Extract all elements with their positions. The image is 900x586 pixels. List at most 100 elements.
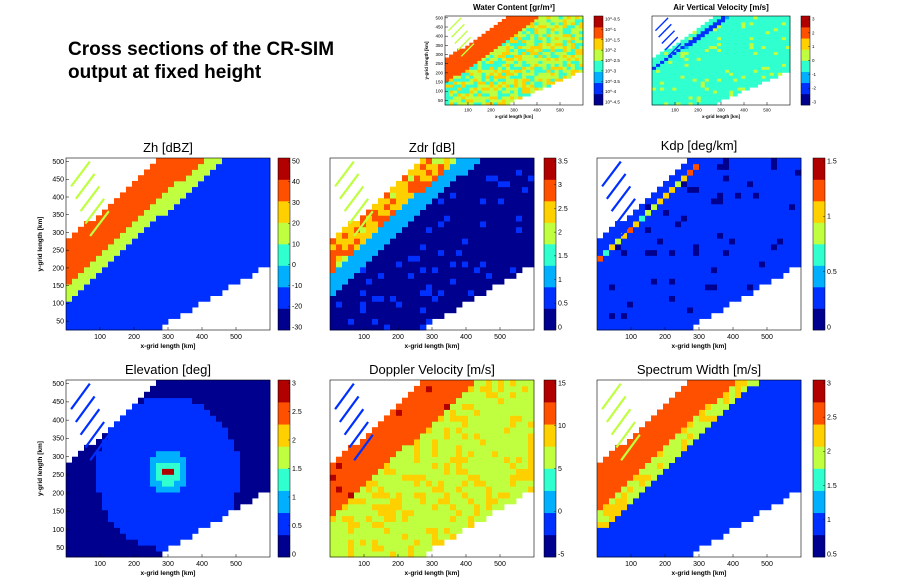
heatmap-cell	[120, 318, 127, 325]
heatmap-cell	[150, 468, 157, 475]
heatmap-cell	[765, 54, 771, 58]
heatmap-cell	[668, 81, 673, 85]
heatmap-cell	[514, 30, 519, 35]
heatmap-cell	[465, 96, 470, 100]
heatmap-cell	[420, 312, 427, 319]
heatmap-cell	[84, 307, 91, 314]
heatmap-cell	[687, 163, 694, 170]
heatmap-cell	[138, 255, 145, 262]
heatmap-cell	[414, 301, 421, 308]
heatmap-cell	[657, 198, 664, 205]
chart-panel-1: Water Content [gr/m³]100 200 300 400 5005010…	[424, 3, 620, 119]
heatmap-cell	[438, 295, 445, 302]
heatmap-cell	[656, 69, 661, 73]
heatmap-cell	[90, 278, 97, 285]
heatmap-cell	[162, 284, 169, 291]
heatmap-cell	[757, 54, 762, 58]
heatmap-cell	[783, 249, 790, 256]
heatmap-cell	[132, 284, 139, 291]
heatmap-cell	[656, 81, 661, 85]
heatmap-cell	[777, 60, 783, 64]
heatmap-cell	[663, 209, 670, 216]
heatmap-cell	[501, 48, 507, 52]
x-tick-label: 500	[761, 334, 773, 341]
heatmap-cell	[504, 244, 511, 251]
heatmap-cell	[348, 307, 355, 314]
heatmap-cell	[480, 163, 487, 170]
heatmap-cell	[725, 93, 730, 97]
heatmap-cell	[192, 232, 199, 239]
heatmap-cell	[741, 21, 746, 26]
colorbar-tick-label: 10	[292, 241, 300, 248]
heatmap-cell	[445, 78, 450, 82]
heatmap-cell	[174, 380, 181, 387]
heatmap-cell	[72, 551, 79, 558]
heatmap-cell	[126, 462, 133, 469]
heatmap-cell	[228, 226, 235, 233]
heatmap-cell	[108, 226, 115, 233]
heatmap-cell	[90, 456, 97, 463]
heatmap-cell	[489, 30, 495, 35]
heatmap-cell	[473, 96, 478, 100]
heatmap-cell	[84, 444, 91, 452]
heatmap-cell	[708, 27, 714, 32]
heatmap-cell	[501, 36, 507, 41]
heatmap-cell	[168, 175, 175, 182]
heatmap-cell	[450, 278, 457, 285]
heatmap-cell	[186, 284, 193, 291]
heatmap-cell	[514, 63, 519, 67]
heatmap-cell	[144, 272, 151, 279]
heatmap-cell	[132, 209, 139, 216]
heatmap-cell	[546, 36, 551, 41]
heatmap-cell	[777, 192, 784, 199]
heatmap-cell	[696, 93, 702, 97]
heatmap-cell	[228, 444, 235, 452]
heatmap-cell	[737, 48, 742, 52]
heatmap-cell	[676, 87, 681, 91]
heatmap-cell	[168, 539, 175, 546]
heatmap-cell	[486, 226, 493, 233]
heatmap-cell	[680, 93, 685, 97]
heatmap-cell	[597, 301, 604, 308]
heatmap-cell	[633, 284, 640, 291]
heatmap-cell	[354, 249, 361, 256]
heatmap-cell	[336, 301, 343, 308]
heatmap-cell	[481, 72, 486, 76]
heatmap-cell	[120, 307, 127, 314]
heatmap-cell	[210, 221, 217, 228]
heatmap-cell	[210, 480, 217, 487]
heatmap-cell	[168, 261, 175, 268]
heatmap-cell	[735, 295, 742, 302]
heatmap-cell	[96, 215, 103, 222]
heatmap-cell	[566, 30, 572, 35]
heatmap-cell	[692, 81, 698, 85]
heatmap-cell	[546, 21, 551, 26]
heatmap-cell	[162, 209, 169, 216]
heatmap-cell	[696, 57, 702, 61]
heatmap-cell	[360, 244, 367, 251]
heatmap-cell	[721, 30, 726, 35]
heatmap-cell	[216, 474, 223, 481]
heatmap-cell	[102, 503, 109, 511]
heatmap-cell	[765, 272, 772, 279]
heatmap-cell	[204, 486, 211, 493]
heatmap-cell	[708, 81, 714, 85]
rainband-streak	[460, 43, 475, 57]
heatmap-cell	[510, 255, 517, 262]
heatmap-cell	[735, 198, 742, 205]
heatmap-cell	[120, 272, 127, 279]
heatmap-cell	[489, 84, 495, 88]
heatmap-cell	[761, 27, 767, 32]
heatmap-cell	[240, 198, 247, 205]
heatmap-cell	[90, 521, 97, 528]
heatmap-cell	[168, 385, 175, 393]
heatmap-cell	[570, 21, 576, 26]
heatmap-cell	[704, 84, 710, 88]
heatmap-cell	[516, 255, 523, 262]
heatmap-cell	[192, 209, 199, 216]
heatmap-cell	[408, 261, 415, 268]
heatmap-cell	[777, 221, 784, 228]
heatmap-cell	[729, 272, 736, 279]
heatmap-cell	[408, 278, 415, 285]
heatmap-cell	[486, 186, 493, 193]
